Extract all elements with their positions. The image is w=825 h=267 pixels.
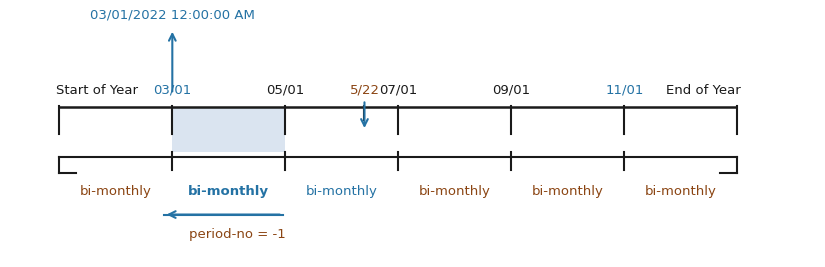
Text: Start of Year: Start of Year (56, 84, 139, 97)
Text: bi-monthly: bi-monthly (645, 184, 717, 198)
Text: 05/01: 05/01 (266, 84, 304, 97)
Text: bi-monthly: bi-monthly (80, 184, 152, 198)
Text: 03/01: 03/01 (153, 84, 191, 97)
Text: bi-monthly: bi-monthly (419, 184, 491, 198)
Text: period-no = -1: period-no = -1 (189, 228, 286, 241)
Text: bi-monthly: bi-monthly (306, 184, 378, 198)
Text: 5/22: 5/22 (350, 84, 380, 97)
Text: 07/01: 07/01 (380, 84, 417, 97)
Text: bi-monthly: bi-monthly (188, 184, 269, 198)
Text: 03/01/2022 12:00:00 AM: 03/01/2022 12:00:00 AM (90, 8, 255, 21)
Text: bi-monthly: bi-monthly (532, 184, 604, 198)
Text: End of Year: End of Year (666, 84, 740, 97)
Text: 09/01: 09/01 (493, 84, 530, 97)
Bar (172, 107, 285, 152)
Text: 11/01: 11/01 (606, 84, 644, 97)
